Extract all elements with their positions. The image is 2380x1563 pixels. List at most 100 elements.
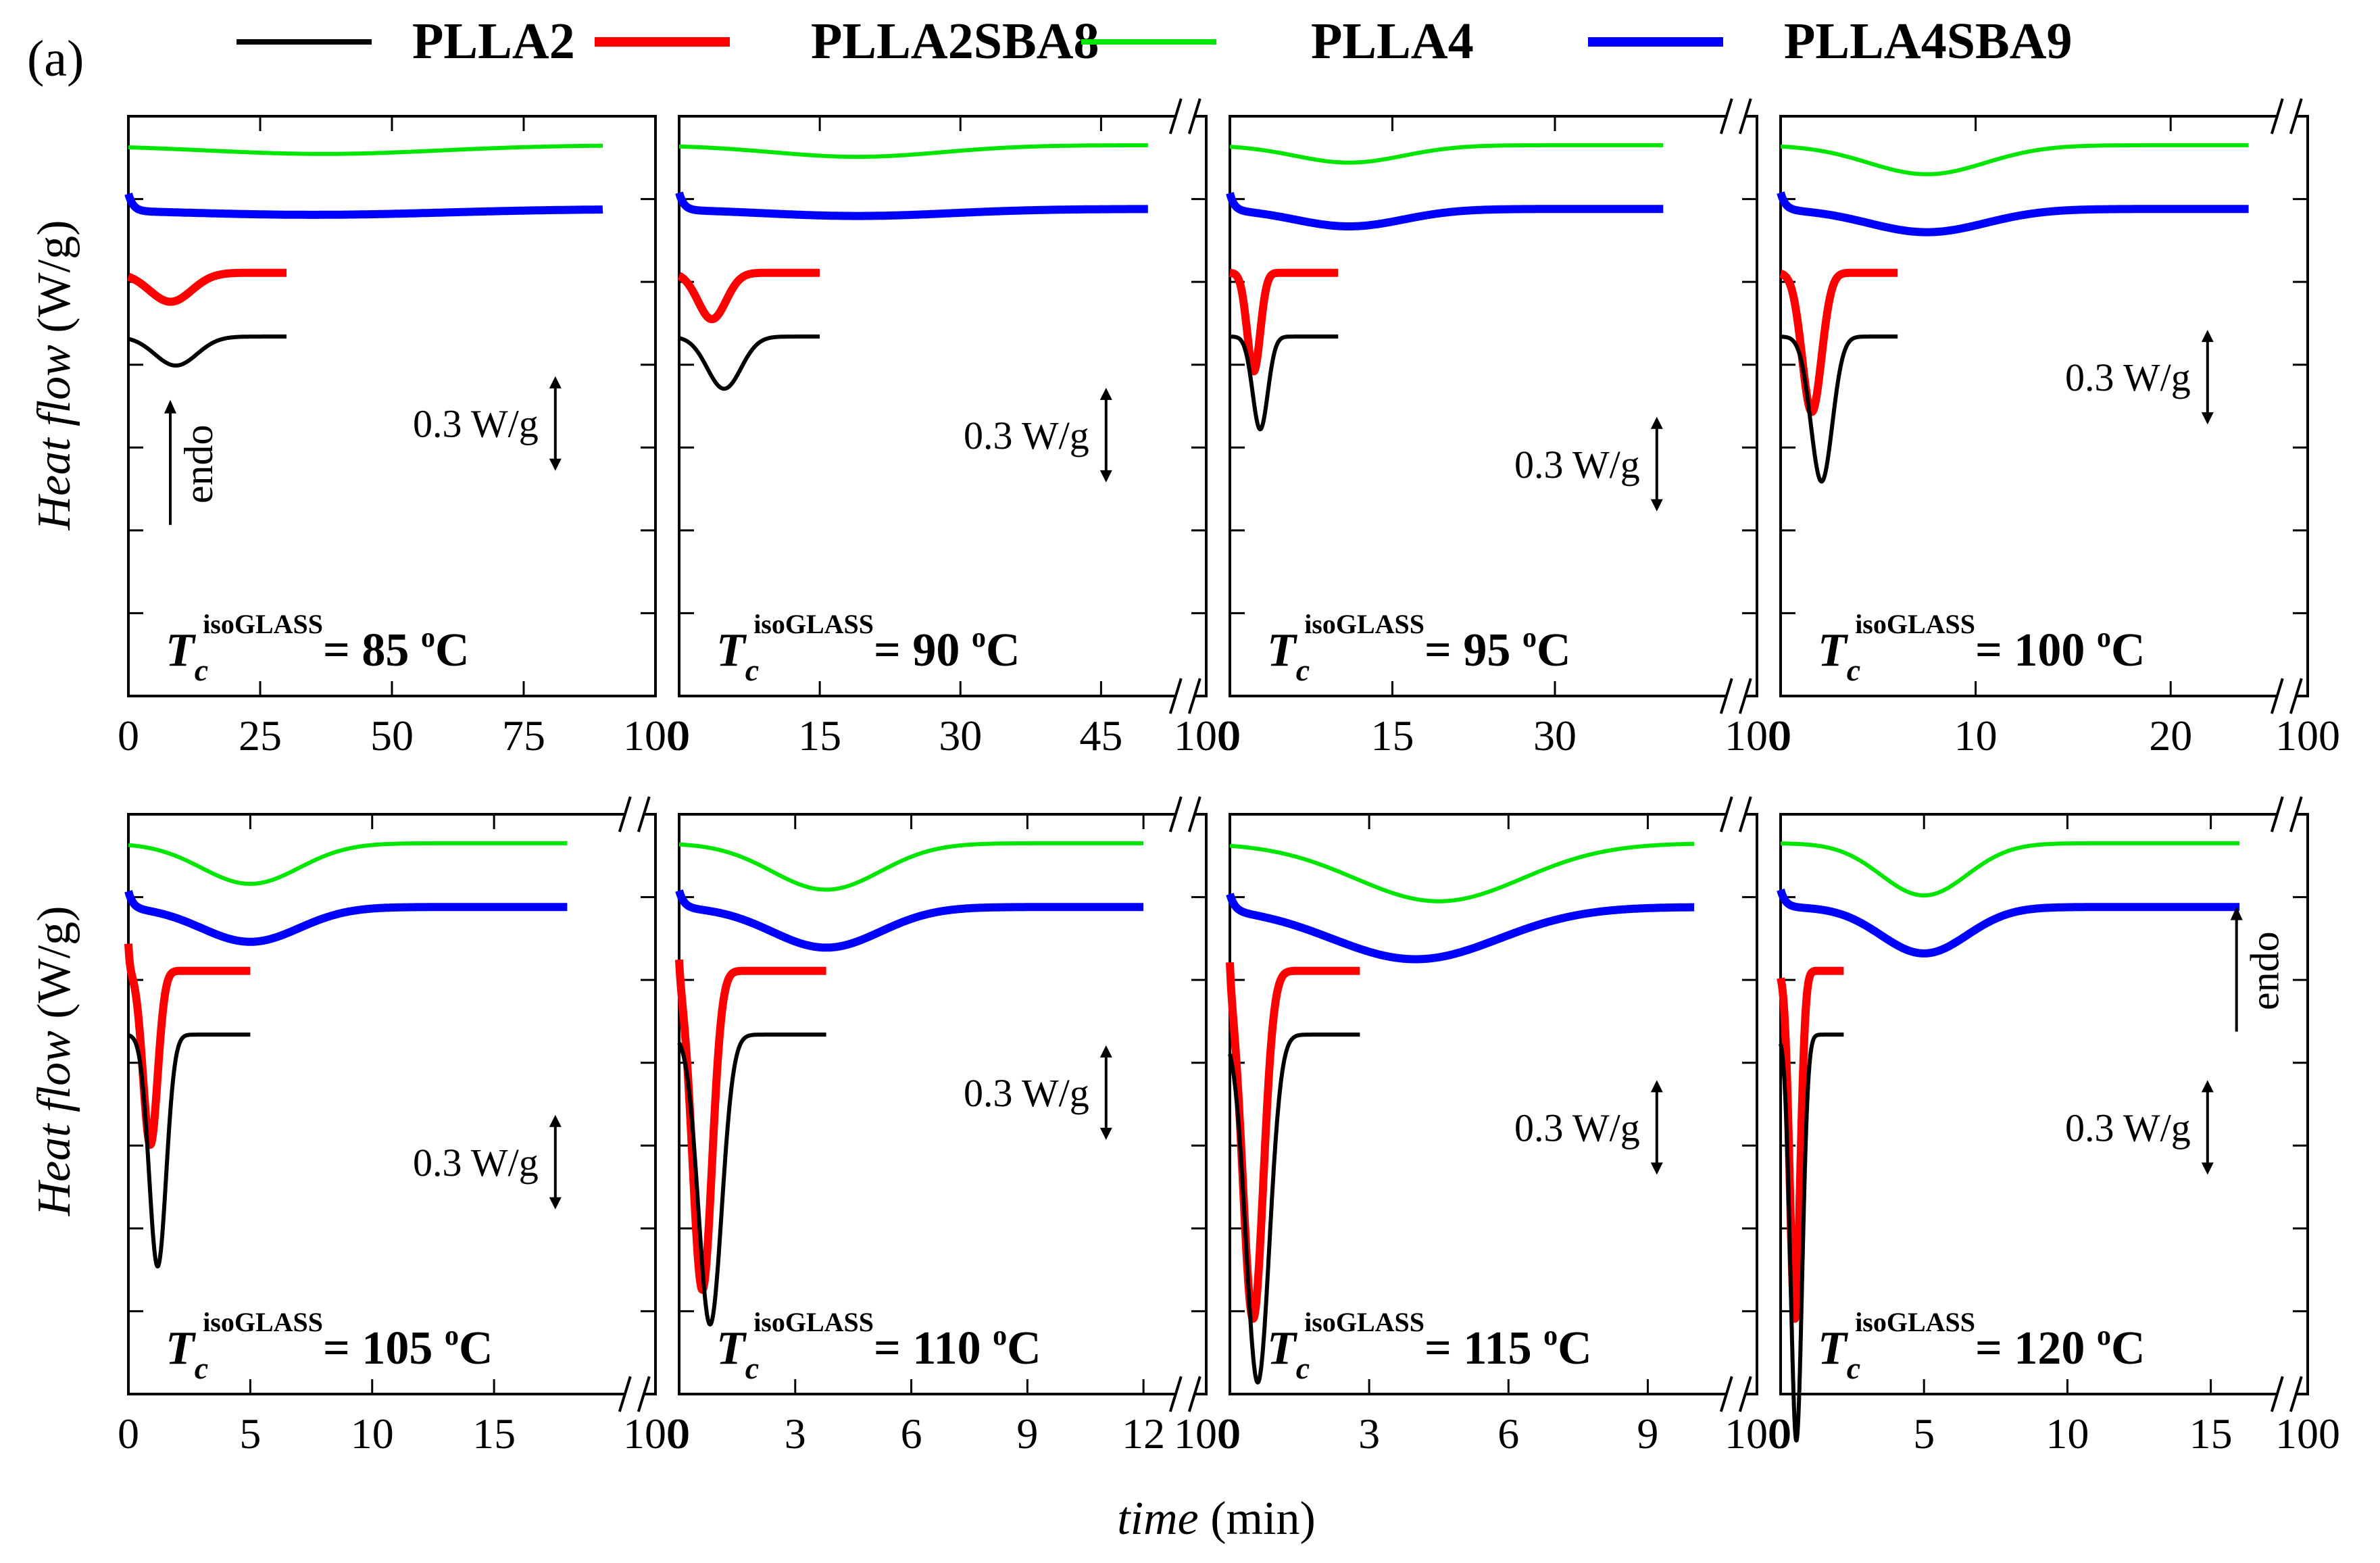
series-line-plla2sba8 xyxy=(675,268,824,324)
endo-arrow-head xyxy=(2230,906,2243,920)
series-line-plla4sba9 xyxy=(675,889,1147,952)
legend-label-plla2sba8: PLLA2SBA8 xyxy=(811,13,1099,70)
axis-break-mark xyxy=(2289,796,2303,833)
axis-break-mark xyxy=(2289,678,2303,714)
axis-break-gap xyxy=(624,1374,644,1414)
x-tick-label: 0 xyxy=(118,712,139,760)
axis-break-mark xyxy=(1187,1376,1201,1412)
scale-bar-label: 0.3 W/g xyxy=(2065,1106,2191,1149)
x-tick-label: 50 xyxy=(370,712,414,760)
series-line-plla2sba8 xyxy=(1777,268,1902,416)
tc-annotation: TcisoGLASS= 90 oC xyxy=(716,609,1020,687)
x-axis-label: time (min) xyxy=(1117,1493,1316,1545)
axis-break-gap xyxy=(624,794,644,835)
x-tick-label: 0 xyxy=(1219,1410,1241,1458)
series-line-plla2sba8 xyxy=(124,268,291,306)
axis-break-gap xyxy=(1175,96,1195,137)
chart-panel-2: 0 15 30 45 100 TcisoGLASS= 90 oC 0.3 W/g xyxy=(668,96,1239,760)
axis-break-gap xyxy=(2277,1374,2296,1414)
axis-break-mark xyxy=(1187,678,1201,714)
series-line-plla4 xyxy=(678,841,1145,892)
axis-break-mark xyxy=(1719,678,1733,714)
plot-frame xyxy=(678,115,1208,697)
series-line-plla2 xyxy=(126,334,289,368)
scale-bar-label: 0.3 W/g xyxy=(413,1141,539,1185)
scale-bar-label: 0.3 W/g xyxy=(413,402,539,446)
axis-break-mark xyxy=(1168,678,1183,714)
legend: PLLA2 PLLA2SBA8 PLLA4 PLLA4SBA9 xyxy=(237,13,2073,70)
x-tick-label-end: 100 xyxy=(623,1410,688,1458)
series-line-plla2 xyxy=(677,1033,828,1326)
axis-break-mark xyxy=(2270,1376,2284,1412)
plot-frame xyxy=(1779,813,2309,1395)
axis-break-mark xyxy=(2289,1376,2303,1412)
plot-frame xyxy=(678,813,1208,1395)
x-tick-label: 0 xyxy=(668,1410,690,1458)
x-tick-label: 15 xyxy=(472,1410,516,1458)
x-tick-label-end: 100 xyxy=(2275,1410,2340,1458)
axis-break-mark xyxy=(1738,1376,1752,1412)
series-line-plla4 xyxy=(1779,841,2241,898)
series-line-plla2sba8 xyxy=(1226,962,1364,1323)
series-line-plla2 xyxy=(1779,1033,1846,1443)
axis-break-mark xyxy=(1168,1376,1183,1412)
axis-break-gap xyxy=(1175,1374,1195,1414)
x-tick-label: 15 xyxy=(2189,1410,2233,1458)
axis-break-mark xyxy=(1738,678,1752,714)
x-tick-label: 15 xyxy=(1371,712,1414,760)
series-line-plla4sba9 xyxy=(1226,192,1666,230)
axis-break-mark xyxy=(1719,98,1733,134)
x-tick-label: 75 xyxy=(502,712,545,760)
tc-annotation: TcisoGLASS= 110 oC xyxy=(716,1307,1041,1385)
axis-break-mark xyxy=(1168,98,1183,134)
x-tick-label: 3 xyxy=(1358,1410,1380,1458)
x-tick-label: 30 xyxy=(1533,712,1577,760)
x-tick-label-end: 100 xyxy=(623,712,688,760)
series-line-plla4sba9 xyxy=(1226,893,1697,964)
x-tick-label-end: 100 xyxy=(1174,1410,1239,1458)
axis-break-mark xyxy=(2270,796,2284,833)
series-line-plla2 xyxy=(1779,334,1900,484)
plot-frame xyxy=(1779,115,2309,697)
x-tick-label: 5 xyxy=(1913,1410,1935,1458)
panel-label: (a) xyxy=(27,30,84,87)
chart-panel-8: 0 5 10 15 100 TcisoGLASS= 120 oC 0.3 W/g endo xyxy=(1770,794,2340,1458)
series-line-plla4sba9 xyxy=(1777,191,2252,237)
axis-break-mark xyxy=(1168,796,1183,833)
series-line-plla4 xyxy=(1229,143,1664,165)
tc-annotation: TcisoGLASS= 95 oC xyxy=(1267,609,1571,687)
tc-annotation: TcisoGLASS= 100 oC xyxy=(1818,609,2146,687)
x-tick-label: 6 xyxy=(1497,1410,1519,1458)
axis-break-gap xyxy=(1726,794,1745,835)
series-line-plla2 xyxy=(126,1033,252,1269)
endo-arrow-head xyxy=(164,399,176,414)
axis-break-gap xyxy=(1175,794,1195,835)
axis-break-mark xyxy=(1719,1376,1733,1412)
x-tick-label-end: 100 xyxy=(1725,1410,1789,1458)
x-tick-label: 6 xyxy=(901,1410,922,1458)
x-tick-label-end: 100 xyxy=(1725,712,1789,760)
chart-panel-3: 0 15 30 100 TcisoGLASS= 95 oC 0.3 W/g xyxy=(1219,96,1789,760)
tc-annotation: TcisoGLASS= 85 oC xyxy=(166,609,470,687)
scale-bar-label: 0.3 W/g xyxy=(964,1071,1089,1115)
series-line-plla2 xyxy=(1228,1033,1362,1385)
plot-frame xyxy=(127,813,657,1395)
axis-break-gap xyxy=(1175,676,1195,716)
y-axis-label-top: Heat flow (W/g) xyxy=(28,220,80,531)
chart-panel-1: 0 25 50 75 100 TcisoGLASS= 85 oC 0.3 W/g endo xyxy=(118,115,688,760)
scale-bar-label: 0.3 W/g xyxy=(964,414,1089,457)
axis-break-gap xyxy=(1726,96,1745,137)
axis-break-mark xyxy=(618,796,632,833)
endo-label: endo xyxy=(176,424,221,503)
plot-frame xyxy=(1229,813,1758,1395)
axis-break-mark xyxy=(2270,678,2284,714)
x-tick-label: 0 xyxy=(1770,712,1791,760)
series-line-plla2 xyxy=(677,334,822,391)
y-axis-label-bottom: Heat flow (W/g) xyxy=(28,906,80,1217)
axis-break-gap xyxy=(2277,676,2296,716)
scale-bar-label: 0.3 W/g xyxy=(1514,1106,1640,1149)
chart-panel-5: 0 5 10 15 100 TcisoGLASS= 105 oC 0.3 W/g xyxy=(118,794,688,1458)
x-tick-label: 9 xyxy=(1016,1410,1038,1458)
